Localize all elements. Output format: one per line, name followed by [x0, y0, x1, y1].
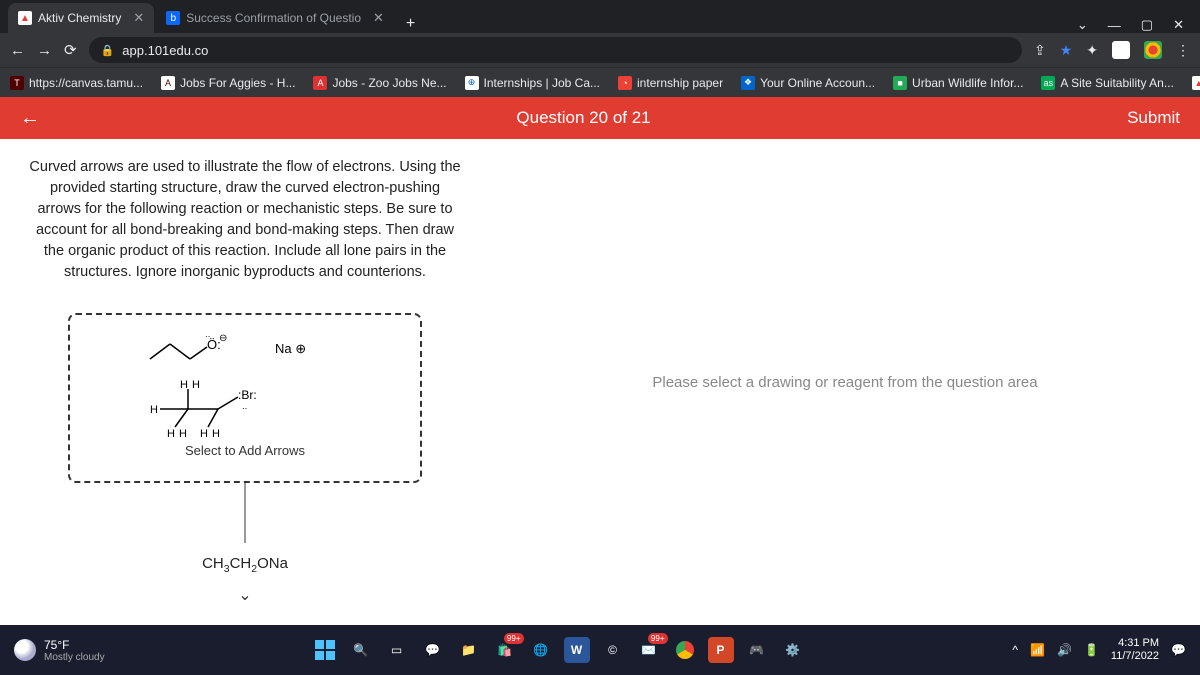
back-button[interactable]: ←: [10, 42, 25, 59]
ethoxide-structure: Ö: ⊖ ‥: [145, 329, 235, 369]
bookmark-item[interactable]: ❖Your Online Accoun...: [741, 76, 875, 90]
time: 4:31 PM: [1111, 637, 1159, 650]
new-tab-button[interactable]: +: [396, 15, 425, 33]
expand-reagent-icon[interactable]: ⌄: [28, 585, 462, 605]
volume-icon[interactable]: 🔊: [1057, 643, 1072, 657]
bookmark-item[interactable]: AJobs For Aggies - H...: [161, 76, 295, 90]
tab-aktiv[interactable]: ▲ Aktiv Chemistry ✕: [8, 3, 154, 33]
adblock-icon[interactable]: [1112, 41, 1130, 59]
word-icon[interactable]: W: [564, 637, 590, 663]
svg-text:‥: ‥: [205, 330, 210, 339]
drawing-placeholder: Please select a drawing or reagent from …: [652, 374, 1037, 391]
explorer-icon[interactable]: 📁: [456, 637, 482, 663]
instructions-text: Curved arrows are used to illustrate the…: [28, 157, 462, 283]
weather-icon: [14, 639, 36, 661]
minimize-icon[interactable]: —: [1108, 18, 1121, 33]
isobutyl-bromide-structure: H HH HH HH :Br: ‥: [150, 379, 300, 444]
temperature: 75°F: [44, 638, 105, 652]
svg-text:H: H: [180, 379, 188, 391]
star-icon[interactable]: ★: [1060, 42, 1073, 59]
drawing-panel[interactable]: Please select a drawing or reagent from …: [490, 139, 1200, 625]
svg-text:‥: ‥: [242, 402, 247, 411]
svg-text:H: H: [192, 379, 200, 391]
address-bar: ← → ⟳ 🔒 app.101edu.co ⇪ ★ ✦ ⋮: [0, 33, 1200, 67]
date: 11/7/2022: [1111, 650, 1159, 663]
settings-icon[interactable]: ⚙️: [780, 637, 806, 663]
bookmark-item[interactable]: ■Urban Wildlife Infor...: [893, 76, 1023, 90]
select-arrows-label: Select to Add Arrows: [90, 443, 400, 458]
chrome-icon[interactable]: [672, 637, 698, 663]
bookmark-item[interactable]: ⊕Internships | Job Ca...: [465, 76, 601, 90]
store-icon[interactable]: 🛍️: [492, 637, 518, 663]
url-input[interactable]: 🔒 app.101edu.co: [89, 37, 1022, 63]
start-button[interactable]: [312, 637, 338, 663]
bookmark-item[interactable]: asA Site Suitability An...: [1041, 76, 1173, 90]
bookmark-item[interactable]: ▲Aktiv Learning: [1192, 76, 1200, 90]
app-header: ← Question 20 of 21 Submit: [0, 97, 1200, 139]
svg-text:H: H: [167, 428, 175, 440]
battery-icon[interactable]: 🔋: [1084, 643, 1099, 657]
svg-text:H: H: [179, 428, 187, 440]
sodium-cation: Na ⊕: [275, 341, 306, 357]
task-view-icon[interactable]: ▭: [384, 637, 410, 663]
url-text: app.101edu.co: [122, 43, 208, 58]
reaction-connector: [244, 483, 246, 543]
svg-text:⊖: ⊖: [219, 333, 227, 344]
forward-button[interactable]: →: [37, 42, 52, 59]
question-counter: Question 20 of 21: [40, 108, 1127, 128]
close-icon[interactable]: ✕: [373, 10, 384, 26]
extension-icon[interactable]: ✦: [1086, 42, 1098, 59]
wifi-icon[interactable]: 📶: [1030, 643, 1045, 657]
structure-box[interactable]: Ö: ⊖ ‥ Na ⊕ H HH HH HH :Br:: [68, 313, 422, 483]
svg-text:H: H: [200, 428, 208, 440]
app-icon[interactable]: ©: [600, 637, 626, 663]
close-window-icon[interactable]: ✕: [1173, 17, 1184, 33]
tab-bartleby[interactable]: b Success Confirmation of Questio ✕: [156, 3, 394, 33]
bartleby-favicon: b: [166, 11, 180, 25]
powerpoint-icon[interactable]: P: [708, 637, 734, 663]
submit-button[interactable]: Submit: [1127, 108, 1180, 128]
tray-chevron-icon[interactable]: ^: [1012, 643, 1018, 657]
discord-icon[interactable]: 🎮: [744, 637, 770, 663]
maximize-icon[interactable]: ▢: [1141, 17, 1153, 33]
chat-icon[interactable]: 💬: [420, 637, 446, 663]
profile-avatar[interactable]: [1144, 41, 1162, 59]
app-back-button[interactable]: ←: [20, 107, 40, 130]
weather-desc: Mostly cloudy: [44, 652, 105, 663]
mail-icon[interactable]: ✉️: [636, 637, 662, 663]
notifications-icon[interactable]: 💬: [1171, 643, 1186, 657]
clock[interactable]: 4:31 PM 11/7/2022: [1111, 637, 1159, 663]
tab-title: Aktiv Chemistry: [38, 11, 121, 25]
reload-button[interactable]: ⟳: [64, 41, 77, 59]
edge-icon[interactable]: 🌐: [528, 637, 554, 663]
tab-title: Success Confirmation of Questio: [186, 11, 361, 25]
bookmark-item[interactable]: AJobs - Zoo Jobs Ne...: [313, 76, 446, 90]
bookmark-item[interactable]: Thttps://canvas.tamu...: [10, 76, 143, 90]
content-area: Curved arrows are used to illustrate the…: [0, 139, 1200, 625]
svg-text:H: H: [212, 428, 220, 440]
share-icon[interactable]: ⇪: [1034, 42, 1046, 59]
taskbar-apps: 🔍 ▭ 💬 📁 🛍️ 🌐 W © ✉️ P 🎮 ⚙️: [105, 637, 1013, 663]
bookmarks-bar: Thttps://canvas.tamu... AJobs For Aggies…: [0, 67, 1200, 97]
close-icon[interactable]: ✕: [133, 10, 144, 26]
svg-text::Br:: :Br:: [238, 388, 257, 402]
question-panel: Curved arrows are used to illustrate the…: [0, 139, 490, 625]
tab-strip: ▲ Aktiv Chemistry ✕ b Success Confirmati…: [0, 0, 1200, 33]
search-icon[interactable]: 🔍: [348, 637, 374, 663]
aktiv-favicon: ▲: [18, 11, 32, 25]
chevron-down-icon[interactable]: ⌄: [1077, 17, 1088, 33]
weather-widget[interactable]: 75°F Mostly cloudy: [14, 638, 105, 663]
taskbar: 75°F Mostly cloudy 🔍 ▭ 💬 📁 🛍️ 🌐 W © ✉️ P…: [0, 625, 1200, 675]
menu-icon[interactable]: ⋮: [1176, 42, 1190, 59]
lock-icon: 🔒: [101, 44, 115, 57]
system-tray: ^ 📶 🔊 🔋 4:31 PM 11/7/2022 💬: [1012, 637, 1186, 663]
svg-text:H: H: [150, 404, 158, 416]
reagent-label: CH3CH2ONa: [28, 555, 462, 575]
bookmark-item[interactable]: ◔internship paper: [618, 76, 723, 90]
